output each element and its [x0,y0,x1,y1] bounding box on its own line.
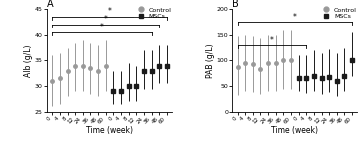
X-axis label: Time (week): Time (week) [271,126,318,135]
Text: *: * [270,36,274,45]
Text: *: * [100,23,104,32]
Text: A: A [47,0,53,9]
Text: *: * [104,15,108,24]
Legend: Control, MSCs: Control, MSCs [320,7,357,19]
Text: *: * [108,7,112,16]
Legend: Control, MSCs: Control, MSCs [135,7,171,19]
Text: B: B [232,0,239,9]
Y-axis label: Alb (g/L): Alb (g/L) [25,44,34,77]
X-axis label: Time (week): Time (week) [86,126,133,135]
Text: *: * [293,13,297,22]
Y-axis label: PAB (g/L): PAB (g/L) [206,43,215,78]
